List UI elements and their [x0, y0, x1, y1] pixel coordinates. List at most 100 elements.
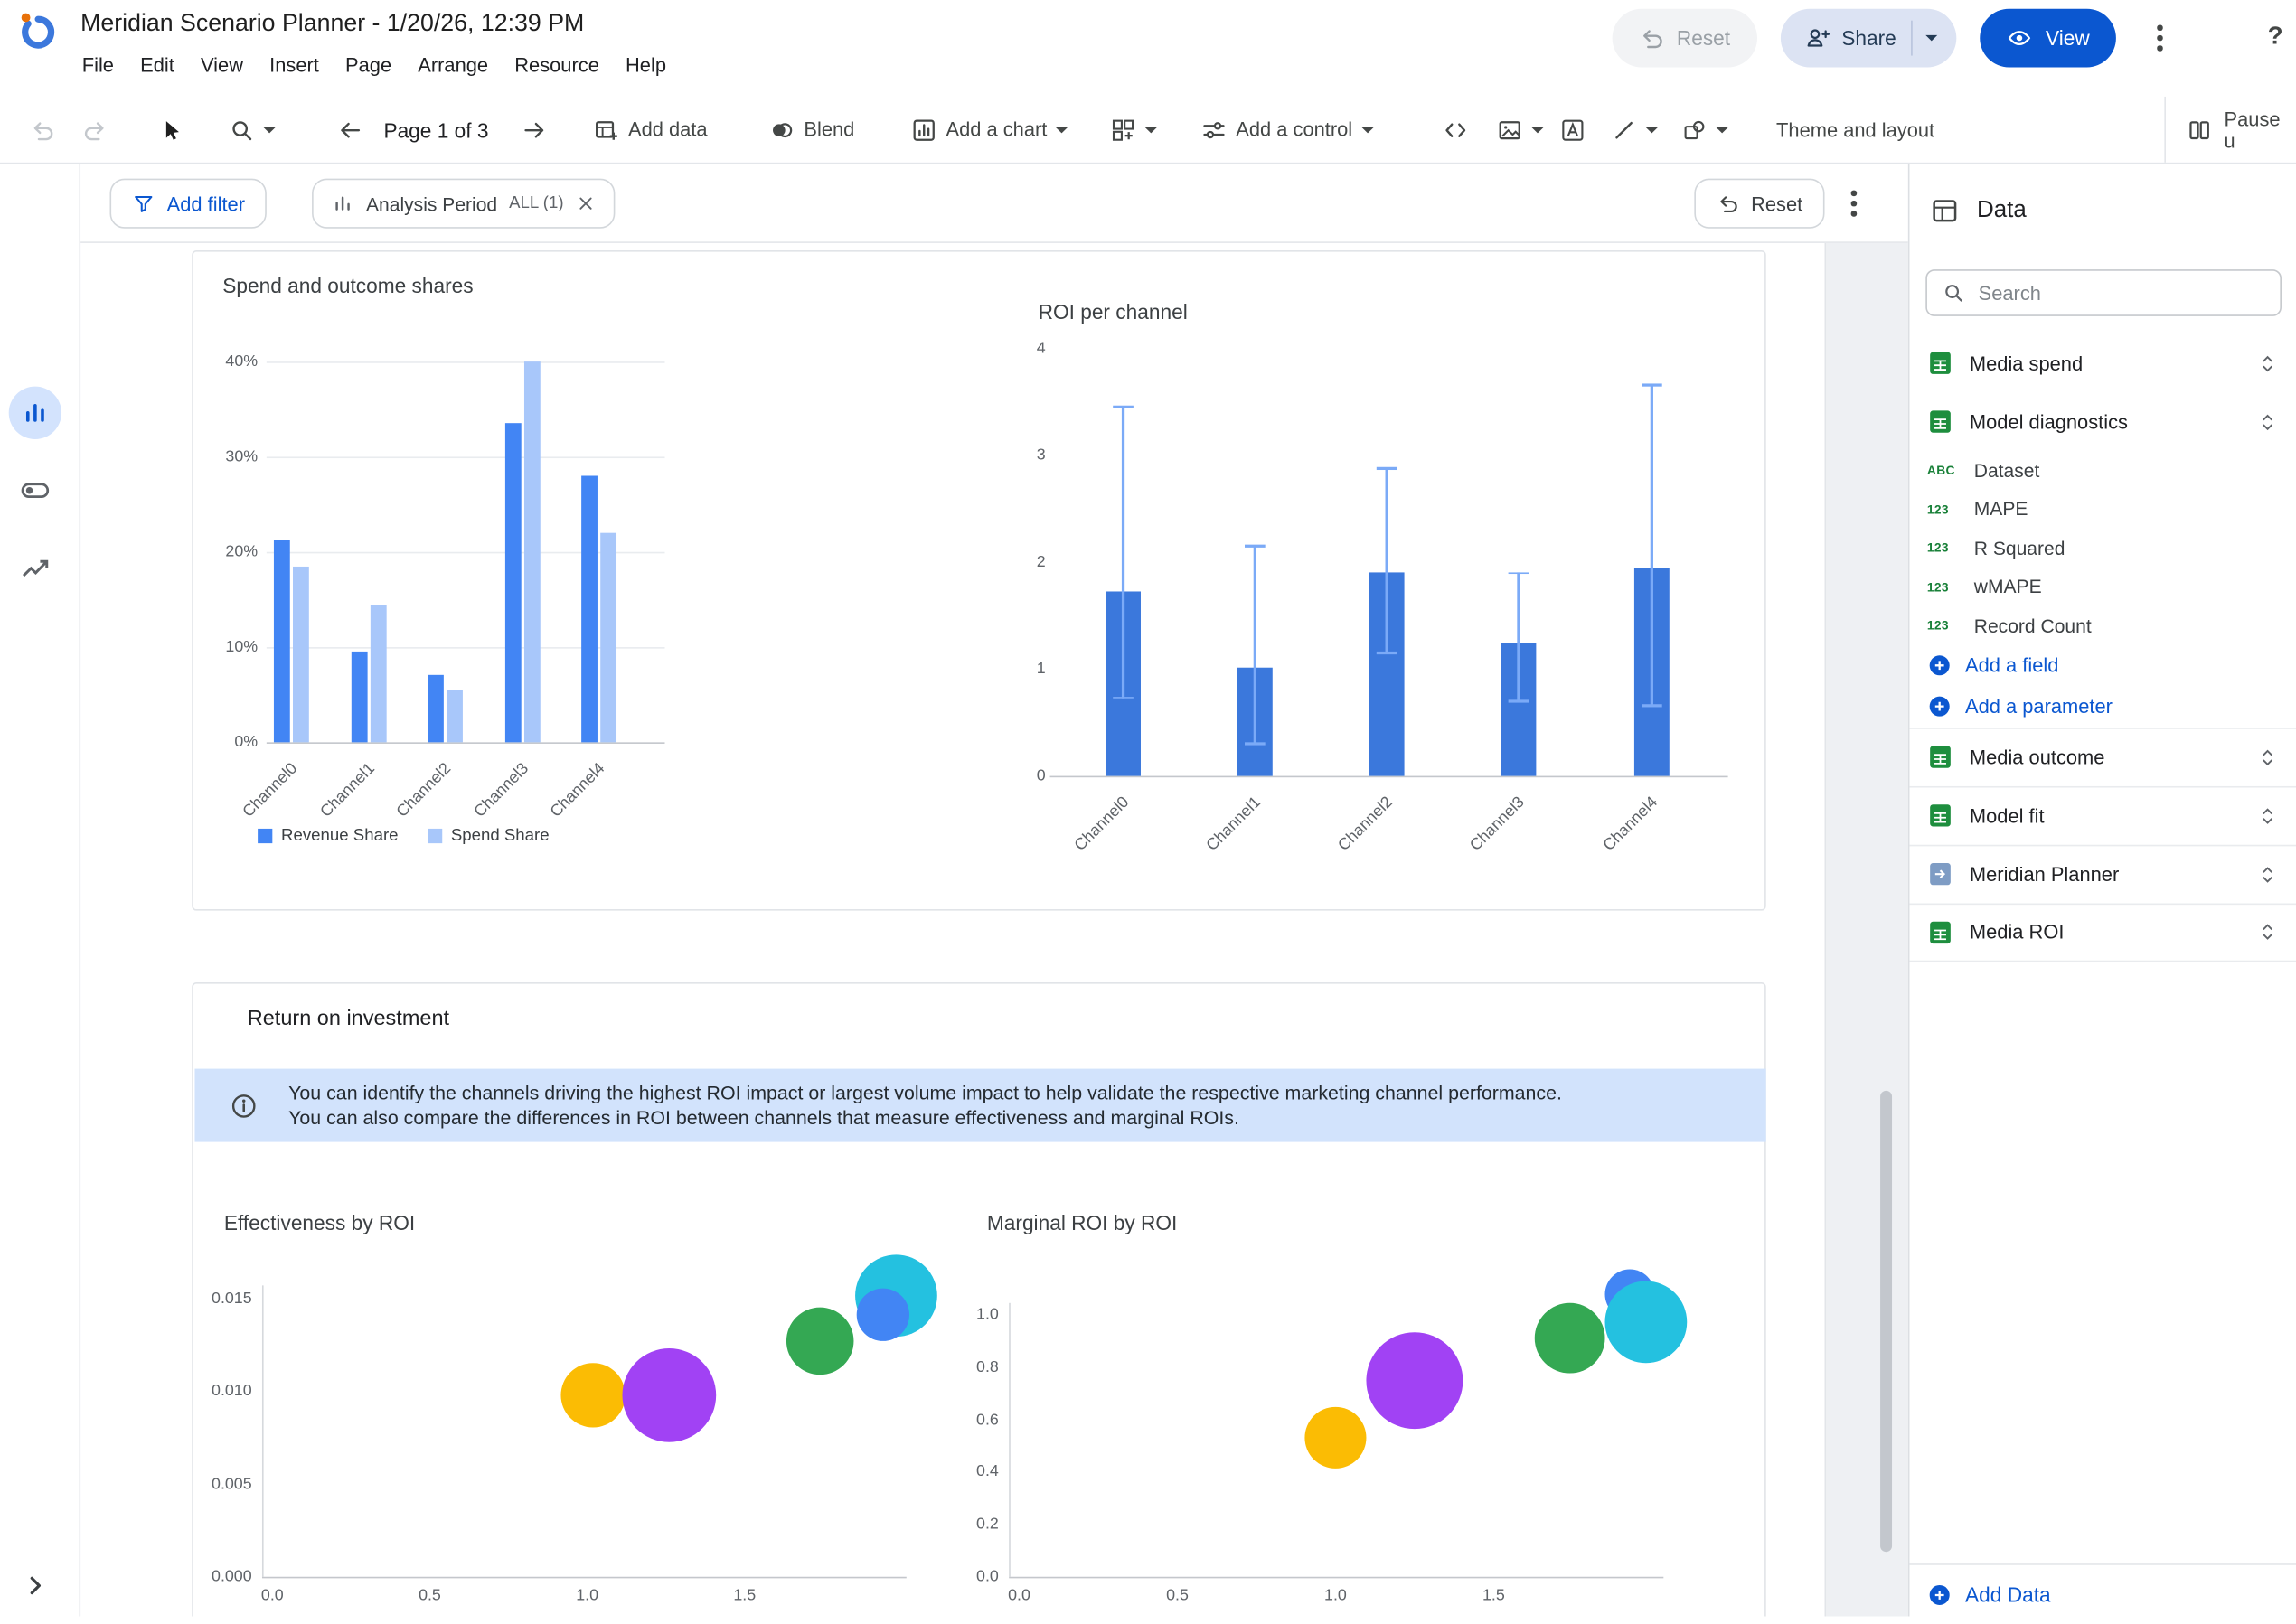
data-source-model-diagnostics[interactable]: Model diagnostics — [1909, 392, 2296, 451]
unfold-icon[interactable] — [2256, 410, 2278, 432]
y-tick-label: 3 — [1036, 446, 1046, 465]
roi-section-card[interactable]: Return on investment You can identify th… — [192, 982, 1766, 1617]
field-label: R Squared — [1973, 537, 2065, 559]
roi-per-channel-chart[interactable]: 0 1 2 3 4 Channel0 Channel1 Channel2 Channel3 Cha… — [193, 252, 1764, 909]
view-button[interactable]: View — [1980, 8, 2116, 68]
error-bar-line — [1122, 407, 1124, 699]
expand-panel-button[interactable] — [16, 1566, 54, 1604]
add-chart-button[interactable]: Add a chart — [911, 117, 1068, 143]
embed-code-button[interactable] — [1443, 117, 1469, 143]
add-data-button-bottom[interactable]: Add Data — [1909, 1565, 2296, 1624]
looker-studio-logo-icon[interactable] — [14, 9, 61, 56]
more-options-button[interactable] — [2140, 9, 2180, 68]
field-dataset[interactable]: ABC Dataset — [1909, 451, 2296, 490]
rail-controls-tab[interactable] — [16, 472, 54, 510]
share-dropdown-button[interactable] — [1910, 20, 1956, 56]
page-indicator[interactable]: Page 1 of 3 — [383, 117, 489, 142]
data-source-model-fit[interactable]: Model fit — [1909, 785, 2296, 844]
bar-revenue-share — [273, 540, 290, 743]
unfold-icon[interactable] — [2256, 352, 2278, 374]
app-header: Meridian Scenario Planner - 1/20/26, 12:… — [0, 0, 2296, 97]
y-tick-label: 10% — [225, 638, 259, 656]
add-filter-button[interactable]: Add filter — [109, 178, 268, 229]
add-control-button[interactable]: Add a control — [1200, 117, 1373, 143]
help-icon[interactable]: ? — [2267, 22, 2283, 51]
x-tick-label: 1.5 — [733, 1587, 757, 1605]
data-search-input[interactable]: Search — [1925, 269, 2282, 316]
undo-button[interactable] — [29, 117, 55, 143]
pause-updates-button[interactable]: Pause u — [2164, 96, 2296, 163]
close-icon[interactable] — [576, 193, 597, 214]
rail-report-tab[interactable] — [8, 386, 62, 439]
sheets-icon — [1930, 804, 1951, 827]
redo-button[interactable] — [82, 117, 108, 143]
menu-arrange[interactable]: Arrange — [418, 53, 489, 77]
charts-card-top[interactable]: Spend and outcome shares ROI per channel… — [192, 250, 1766, 911]
report-canvas[interactable]: Spend and outcome shares ROI per channel… — [80, 242, 1908, 1617]
legend-label: Spend Share — [450, 827, 550, 845]
field-record-count[interactable]: 123 Record Count — [1909, 606, 2296, 645]
menu-page[interactable]: Page — [345, 53, 392, 77]
next-page-button[interactable] — [522, 117, 548, 143]
marginal-roi-by-roi-chart[interactable]: 0.0 0.2 0.4 0.6 0.8 1.0 0.0 0.5 1.0 1.5 — [193, 984, 1764, 1617]
share-main[interactable]: Share — [1780, 9, 1911, 68]
theme-and-layout-button[interactable]: Theme and layout — [1776, 118, 1935, 141]
y-axis-line — [1009, 1302, 1011, 1577]
unfold-icon[interactable] — [2256, 746, 2278, 767]
menu-insert[interactable]: Insert — [269, 53, 319, 77]
share-button[interactable]: Share — [1780, 8, 1957, 68]
bar-chart-icon — [25, 403, 44, 422]
rail-insights-tab[interactable] — [16, 550, 54, 588]
bar-spend-share — [600, 532, 617, 743]
filter-chip-analysis-period[interactable]: Analysis Period ALL (1) — [312, 178, 616, 229]
y-axis-line — [261, 1285, 264, 1577]
unfold-icon[interactable] — [2256, 921, 2278, 943]
add-shape-button[interactable] — [1681, 117, 1728, 143]
field-wmape[interactable]: 123 wMAPE — [1909, 568, 2296, 606]
y-tick-label: 0.005 — [212, 1475, 252, 1493]
blend-button[interactable]: Blend — [769, 117, 854, 143]
menu-help[interactable]: Help — [626, 53, 666, 77]
effectiveness-by-roi-chart[interactable]: 0.000 0.005 0.010 0.015 0.0 0.5 1.0 1.5 — [193, 984, 1764, 1617]
header-reset-button[interactable]: Reset — [1612, 8, 1757, 68]
data-source-media-spend[interactable]: Media spend — [1909, 333, 2296, 392]
report-title[interactable]: Meridian Scenario Planner - 1/20/26, 12:… — [80, 10, 585, 37]
chart-title-marginal-roi: Marginal ROI by ROI — [986, 1210, 1178, 1234]
zoom-tool-button[interactable] — [229, 117, 276, 143]
add-text-button[interactable] — [1559, 117, 1586, 143]
left-rail — [0, 164, 81, 1617]
filter-reset-button[interactable]: Reset — [1693, 178, 1825, 229]
unfold-icon[interactable] — [2256, 804, 2278, 826]
data-source-media-roi[interactable]: Media ROI — [1909, 902, 2296, 962]
add-line-button[interactable] — [1611, 117, 1658, 143]
field-label: wMAPE — [1973, 576, 2042, 598]
add-chart-icon — [913, 118, 935, 141]
field-r-squared[interactable]: 123 R Squared — [1909, 529, 2296, 568]
community-visualizations-button[interactable] — [1110, 117, 1157, 143]
y-tick-label: 2 — [1036, 553, 1046, 571]
spend-outcome-shares-chart[interactable]: 0% 10% 20% 30% 40% Channel0 Channel1 Channel2 Ch… — [193, 252, 1764, 909]
add-image-button[interactable] — [1497, 117, 1544, 143]
field-mape[interactable]: 123 MAPE — [1909, 490, 2296, 529]
source-label: Media outcome — [1969, 746, 2105, 768]
arrow-right-icon — [524, 122, 544, 137]
x-axis-line — [1009, 1576, 1664, 1579]
select-tool-button[interactable] — [158, 117, 184, 143]
menu-edit[interactable]: Edit — [140, 53, 174, 77]
report-page[interactable]: Spend and outcome shares ROI per channel… — [80, 242, 1827, 1617]
menu-view[interactable]: View — [200, 53, 244, 77]
data-source-meridian-planner[interactable]: Meridian Planner — [1909, 843, 2296, 903]
filter-bar-more-button[interactable] — [1833, 184, 1874, 222]
legend-swatch — [427, 828, 443, 844]
menu-resource[interactable]: Resource — [514, 53, 599, 77]
add-a-field-button[interactable]: Add a field — [1909, 645, 2296, 686]
add-a-parameter-button[interactable]: Add a parameter — [1909, 686, 2296, 727]
canvas-scrollbar[interactable] — [1880, 1090, 1893, 1553]
previous-page-button[interactable] — [337, 117, 363, 143]
y-tick-label: 0% — [234, 733, 259, 752]
unfold-icon[interactable] — [2256, 863, 2278, 885]
data-source-media-outcome[interactable]: Media outcome — [1909, 727, 2296, 785]
menu-file[interactable]: File — [81, 53, 114, 77]
add-data-button[interactable]: Add data — [593, 117, 708, 143]
redo-icon — [84, 121, 104, 140]
